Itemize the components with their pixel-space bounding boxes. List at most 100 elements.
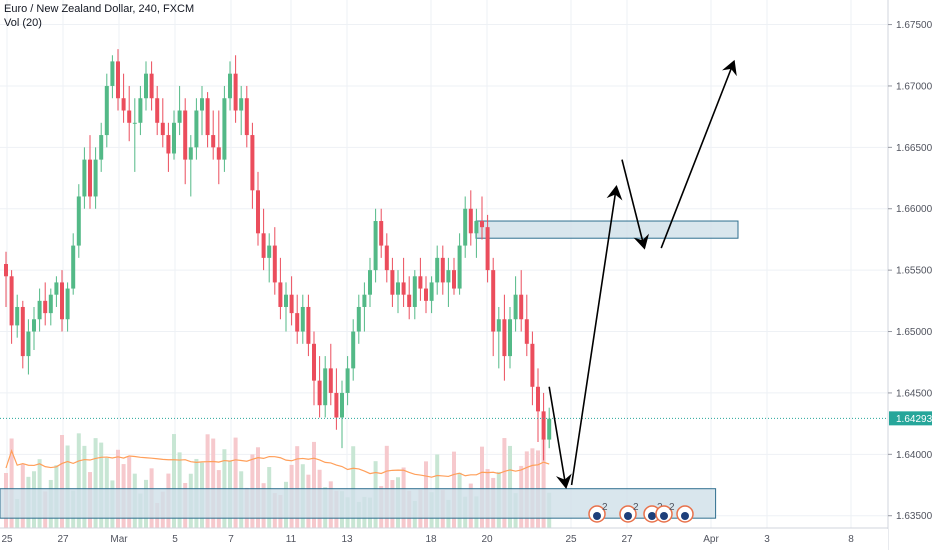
candle-body bbox=[37, 300, 42, 320]
candle-body bbox=[530, 343, 535, 387]
candle-body bbox=[272, 245, 277, 283]
support-zone bbox=[0, 488, 717, 519]
candle-body bbox=[144, 73, 148, 99]
candle-body bbox=[48, 294, 53, 314]
candle-body bbox=[306, 306, 311, 344]
x-tick-label: Mar bbox=[110, 534, 128, 545]
x-tick-label: 25 bbox=[565, 534, 577, 545]
candle-body bbox=[300, 306, 305, 332]
candle-body bbox=[54, 282, 59, 295]
y-tick-label: 1.67500 bbox=[896, 20, 932, 31]
volume-bar bbox=[99, 442, 104, 528]
candle-body bbox=[104, 85, 109, 136]
volume-bar bbox=[93, 438, 98, 528]
volume-bar bbox=[351, 446, 356, 528]
volume-bar bbox=[205, 434, 210, 528]
volume-bar bbox=[82, 445, 87, 528]
x-tick-label: 11 bbox=[286, 534, 297, 545]
candle-body bbox=[172, 122, 176, 154]
event-count: 2 bbox=[633, 502, 639, 513]
candle-body bbox=[121, 98, 126, 111]
candle-body bbox=[519, 294, 524, 320]
projection-arrow bbox=[548, 386, 572, 490]
candle-body bbox=[99, 135, 104, 160]
x-tick-label: 20 bbox=[481, 534, 493, 545]
candle-body bbox=[289, 294, 294, 314]
volume-ma-line bbox=[5, 448, 550, 478]
symbol-title[interactable]: Euro / New Zealand Dollar, 240, FXCM bbox=[4, 3, 195, 15]
volume-bar bbox=[530, 448, 535, 528]
candle-body bbox=[205, 98, 210, 136]
candle-body bbox=[26, 331, 31, 357]
candle-body bbox=[194, 110, 199, 148]
candle-body bbox=[429, 282, 434, 301]
volume-bar bbox=[172, 434, 176, 528]
y-tick-label: 1.64500 bbox=[896, 388, 932, 399]
projection-arrow bbox=[660, 59, 737, 249]
candle-body bbox=[446, 270, 451, 283]
candle-body bbox=[15, 306, 20, 326]
x-tick-label: 8 bbox=[848, 534, 854, 545]
volume-bar bbox=[76, 433, 81, 528]
time-axis-background bbox=[0, 529, 888, 550]
candle-body bbox=[401, 282, 406, 295]
candle-body bbox=[200, 98, 204, 111]
candle-body bbox=[384, 245, 389, 271]
candle-body bbox=[127, 110, 132, 123]
candle-body bbox=[188, 147, 193, 160]
y-tick-label: 1.66500 bbox=[896, 143, 932, 154]
candle-body bbox=[244, 98, 249, 136]
candle-body bbox=[233, 73, 238, 111]
x-tick-label: 27 bbox=[621, 534, 633, 545]
y-tick-label: 1.66000 bbox=[896, 204, 932, 215]
candle-body bbox=[407, 294, 412, 307]
candle-body bbox=[43, 300, 48, 314]
candle-body bbox=[513, 294, 518, 320]
candle-body bbox=[340, 392, 344, 418]
candle-body bbox=[468, 208, 473, 234]
candle-body bbox=[541, 411, 546, 440]
volume-indicator-label[interactable]: Vol (20) bbox=[4, 17, 42, 29]
candle-body bbox=[334, 392, 339, 418]
event-count: 2 bbox=[602, 502, 608, 513]
candle-body bbox=[424, 288, 428, 301]
event-flag-icon bbox=[660, 512, 668, 520]
candle-body bbox=[261, 233, 266, 258]
candle-body bbox=[440, 257, 445, 283]
volume-bar bbox=[233, 437, 238, 528]
candle-body bbox=[328, 368, 333, 393]
x-tick-label: Apr bbox=[703, 534, 719, 545]
candle-body bbox=[435, 257, 440, 283]
candle-body bbox=[452, 270, 456, 289]
candle-body bbox=[496, 319, 501, 332]
y-tick-label: 1.63500 bbox=[896, 511, 932, 522]
volume-bar bbox=[384, 445, 389, 528]
candle-body bbox=[239, 98, 244, 111]
candle-body bbox=[323, 368, 328, 406]
projection-arrow bbox=[570, 185, 623, 486]
candle-body bbox=[351, 331, 356, 369]
x-tick-label: 18 bbox=[425, 534, 437, 545]
candle-body bbox=[312, 343, 316, 381]
candle-body bbox=[524, 319, 529, 344]
candle-body bbox=[20, 306, 25, 357]
y-tick-label: 1.65500 bbox=[896, 266, 932, 277]
candle-body bbox=[76, 196, 81, 246]
y-tick-label: 1.64000 bbox=[896, 450, 932, 461]
candle-body bbox=[222, 98, 227, 160]
candle-body bbox=[379, 221, 384, 246]
candle-body bbox=[267, 245, 272, 258]
volume-bar bbox=[60, 434, 64, 528]
candle-body bbox=[356, 306, 361, 332]
candle-body bbox=[547, 418, 552, 440]
candle-body bbox=[474, 221, 479, 234]
candle-body bbox=[396, 282, 400, 295]
candle-body bbox=[284, 294, 288, 307]
candle-body bbox=[362, 294, 367, 307]
volume-bar bbox=[256, 447, 260, 528]
candle-body bbox=[502, 319, 507, 357]
last-price-tag bbox=[889, 411, 932, 426]
